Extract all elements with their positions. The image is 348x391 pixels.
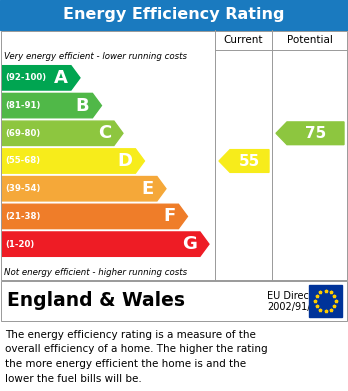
Polygon shape: [2, 176, 166, 201]
Polygon shape: [219, 150, 269, 172]
Text: (55-68): (55-68): [5, 156, 40, 165]
Text: F: F: [163, 208, 175, 226]
Text: E: E: [142, 180, 154, 198]
Text: England & Wales: England & Wales: [7, 292, 185, 310]
Bar: [0, 280, 348, 322]
Text: (81-91): (81-91): [5, 101, 40, 110]
Text: the more energy efficient the home is and the: the more energy efficient the home is an…: [5, 359, 246, 369]
Bar: [0, 30, 348, 280]
Bar: [1, 31, 347, 280]
Text: (69-80): (69-80): [5, 129, 40, 138]
Text: C: C: [98, 124, 111, 142]
Text: D: D: [117, 152, 133, 170]
Text: 55: 55: [239, 154, 260, 169]
Text: 75: 75: [305, 126, 326, 141]
Text: Not energy efficient - higher running costs: Not energy efficient - higher running co…: [4, 268, 187, 277]
Text: (92-100): (92-100): [5, 74, 46, 83]
Polygon shape: [2, 149, 144, 173]
Text: Energy Efficiency Rating: Energy Efficiency Rating: [63, 7, 285, 23]
Text: (1-20): (1-20): [5, 240, 34, 249]
Text: overall efficiency of a home. The higher the rating: overall efficiency of a home. The higher…: [5, 344, 268, 355]
Text: EU Directive: EU Directive: [267, 291, 327, 301]
Bar: [1, 281, 347, 321]
Bar: [309, 285, 342, 317]
Text: 2002/91/EC: 2002/91/EC: [267, 302, 323, 312]
Bar: [0, 322, 348, 391]
Polygon shape: [2, 93, 102, 118]
Text: (39-54): (39-54): [5, 184, 40, 193]
Polygon shape: [2, 66, 80, 90]
Text: Very energy efficient - lower running costs: Very energy efficient - lower running co…: [4, 52, 187, 61]
Polygon shape: [2, 232, 209, 256]
Polygon shape: [2, 121, 123, 145]
Text: Potential: Potential: [286, 35, 332, 45]
Text: A: A: [54, 69, 68, 87]
Text: lower the fuel bills will be.: lower the fuel bills will be.: [5, 373, 142, 384]
Text: G: G: [182, 235, 197, 253]
Bar: [0, 0, 348, 30]
Polygon shape: [2, 204, 188, 229]
Text: B: B: [76, 97, 89, 115]
Text: (21-38): (21-38): [5, 212, 40, 221]
Text: Current: Current: [224, 35, 263, 45]
Text: The energy efficiency rating is a measure of the: The energy efficiency rating is a measur…: [5, 330, 256, 340]
Polygon shape: [276, 122, 344, 145]
